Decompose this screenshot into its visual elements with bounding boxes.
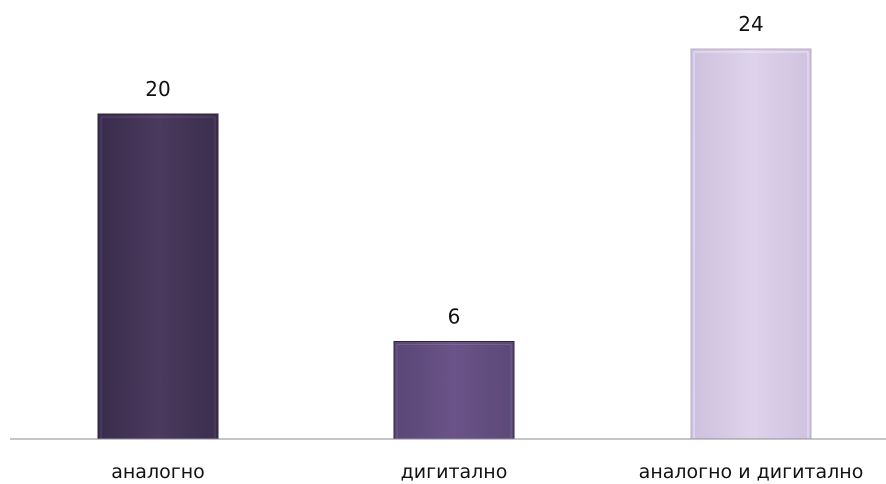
- bar-rect: [690, 48, 812, 440]
- category-label-2: дигитално: [401, 461, 508, 483]
- data-label-3: 24: [738, 12, 763, 36]
- data-label-2: 6: [448, 305, 461, 329]
- bars-group: [97, 48, 812, 440]
- bar-2: [393, 341, 515, 440]
- data-label-1: 20: [145, 77, 170, 101]
- bar-rect: [393, 341, 515, 440]
- category-label-1: аналогно: [111, 461, 205, 483]
- bar-3: [690, 48, 812, 440]
- bar-rect: [97, 113, 219, 440]
- category-label-3: аналогно и дигитално: [639, 461, 864, 483]
- bar-1: [97, 113, 219, 440]
- category-labels-group: аналогно дигитално аналогно и дигитално: [111, 461, 863, 483]
- value-labels-group: 20 6 24: [145, 12, 763, 329]
